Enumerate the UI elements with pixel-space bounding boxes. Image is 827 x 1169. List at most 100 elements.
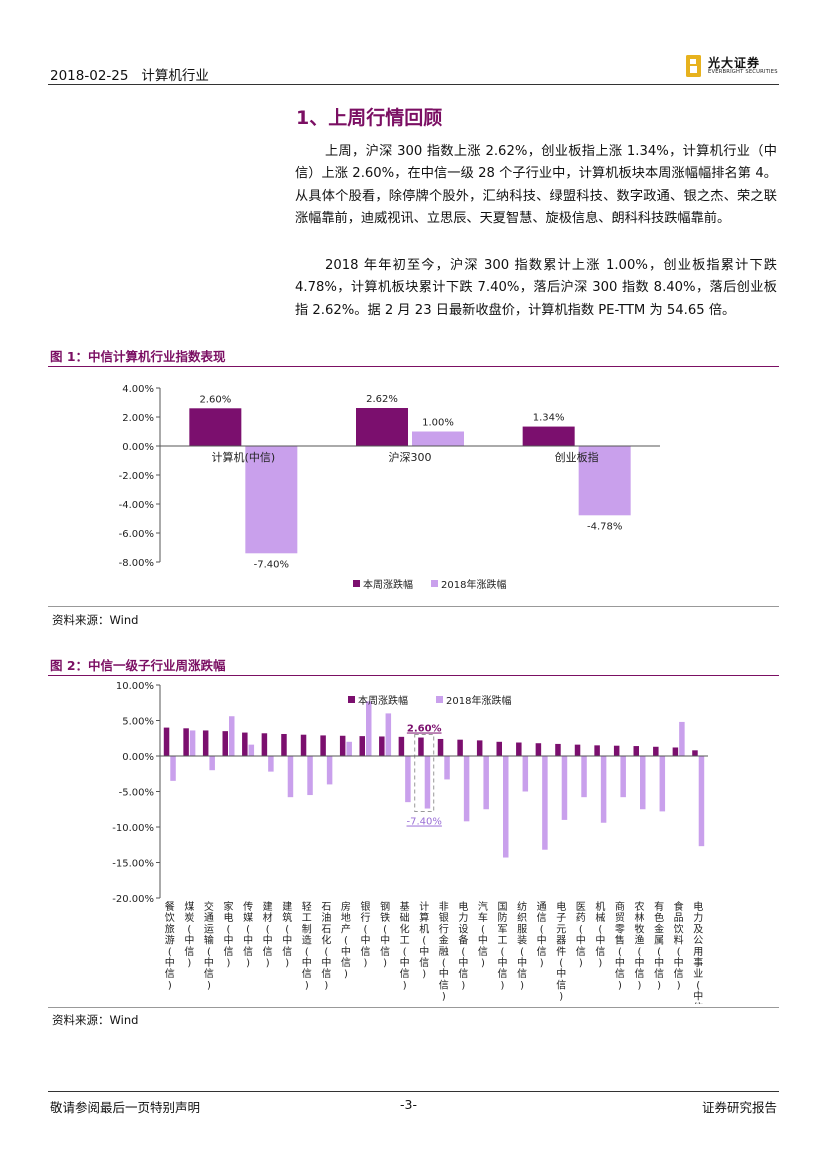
bar-weekly (359, 736, 365, 756)
category-label: 计算机(中信) (212, 450, 276, 464)
bar-weekly (222, 731, 228, 756)
category-label: 家电(中信) (224, 900, 234, 969)
category-label: 沪深300 (389, 450, 432, 464)
category-label: 电力设备(中信) (458, 900, 468, 991)
figure2-title: 图 2：中信一级子行业周涨跌幅 (50, 658, 226, 673)
bar-ytd (229, 716, 235, 756)
category-label: 创业板指 (555, 450, 599, 464)
category-label: 非银行金融(中信) (439, 901, 449, 1003)
bar-weekly (633, 746, 639, 756)
bar-weekly (356, 408, 408, 446)
y-tick-label: 10.00% (116, 681, 154, 692)
category-label: 商贸零售(中信) (615, 900, 625, 991)
bar-ytd (346, 741, 352, 756)
figure2-source: 资料来源：Wind (52, 1013, 139, 1027)
bar-weekly (202, 730, 209, 756)
bar-weekly (379, 736, 385, 756)
category-label: 传媒(中信) (243, 901, 253, 969)
bar-ytd (412, 431, 464, 446)
y-tick-label: 0.00% (122, 442, 154, 453)
category-label: 轻工制造(中信) (302, 900, 312, 991)
bar-weekly (692, 750, 698, 756)
legend-label: 本周涨跌幅 (363, 578, 413, 591)
data-label: -4.78% (587, 521, 622, 532)
category-label: 电力及公用事业(中信) (693, 900, 703, 1004)
bar-weekly (535, 743, 542, 756)
section-title: 1、上周行情回顾 (296, 107, 443, 129)
y-tick-label: -2.00% (119, 471, 154, 482)
bar-ytd (620, 756, 626, 798)
industry-name: 计算机行业 (141, 68, 209, 84)
category-label: 煤炭(中信) (184, 900, 194, 969)
y-tick-label: -4.00% (119, 500, 154, 511)
bar-ytd (170, 756, 176, 781)
bar-weekly (672, 747, 679, 756)
bar-ytd (503, 756, 509, 858)
highlight-box (414, 734, 435, 813)
figure2-chart: 10.00% 5.00% 0.00% -5.00% -10.00% -15.00% -20.… (112, 681, 708, 1004)
page-number: -3- (400, 1097, 417, 1112)
bar-ytd (326, 756, 333, 785)
figure1-chart: 4.00% 2.00% 0.00% -2.00% -4.00% -6.00% -8.00% 2… (119, 384, 660, 591)
bar-ytd (659, 756, 666, 812)
bar-ytd (189, 730, 196, 756)
y-tick-label: -10.00% (112, 823, 154, 834)
category-label: 银行(中信) (361, 900, 371, 969)
y-tick-label: 2.00% (122, 413, 154, 424)
bar-ytd (463, 756, 470, 822)
bar-weekly (339, 735, 346, 756)
category-label: 交通运输(中信) (204, 900, 214, 991)
bar-weekly (457, 739, 463, 756)
bar-weekly (476, 740, 483, 756)
footer-divider (48, 1091, 779, 1092)
bar-ytd (640, 756, 646, 810)
header-date-industry: 2018-02-25 计算机行业 (50, 64, 209, 84)
y-tick-label: -20.00% (112, 894, 154, 905)
y-tick-label: -5.00% (119, 788, 154, 799)
category-label: 计算机(中信) (419, 900, 429, 980)
category-label: 医药(中信) (576, 901, 586, 969)
y-tick-label: 0.00% (122, 752, 154, 763)
bar-weekly (522, 426, 575, 446)
bar-ytd (698, 756, 705, 847)
y-tick-label: -15.00% (112, 859, 154, 870)
y-tick-label: -6.00% (119, 529, 154, 540)
category-label: 餐饮旅游(中信) (165, 900, 175, 991)
category-label: 基础化工(中信) (400, 900, 410, 991)
figure2-top-rule (48, 675, 779, 676)
category-label: 纺织服装(中信) (517, 900, 527, 991)
category-label: 建材(中信) (263, 900, 273, 969)
category-label: 建筑(中信) (282, 900, 292, 969)
bar-weekly (300, 734, 307, 756)
bar-weekly (242, 732, 248, 756)
bar-weekly (418, 737, 424, 756)
data-label: -7.40% (254, 559, 289, 570)
figure2-bottom-rule (48, 1007, 779, 1008)
highlight-label-weekly: 2.60% (407, 724, 442, 735)
highlight-label-ytd: -7.40% (407, 817, 442, 828)
legend-label: 2018年涨跌幅 (441, 578, 506, 591)
y-tick-label: -8.00% (119, 558, 154, 569)
legend-swatch (348, 696, 355, 703)
bar-weekly (320, 735, 326, 756)
legend-swatch (431, 580, 438, 587)
data-label: 2.60% (199, 394, 231, 405)
bar-ytd (248, 744, 255, 756)
bar-ytd (268, 756, 274, 772)
bar-weekly (516, 742, 522, 756)
bar-ytd (385, 713, 392, 756)
legend-swatch (436, 696, 443, 703)
bar-weekly (594, 745, 600, 756)
bar-weekly (261, 733, 268, 756)
bar-weekly (496, 741, 502, 756)
bar-ytd (424, 756, 431, 809)
y-tick-label: 5.00% (122, 717, 154, 728)
category-label: 房地产(中信) (341, 900, 351, 980)
bar-weekly (163, 727, 170, 756)
bar-weekly (281, 733, 287, 756)
category-label: 农林牧渔(中信) (635, 900, 645, 991)
figure1-top-rule (48, 366, 779, 367)
figure1-title: 图 1：中信计算机行业指数表现 (50, 349, 226, 364)
bar-weekly (398, 736, 405, 756)
bar-weekly (574, 744, 581, 756)
